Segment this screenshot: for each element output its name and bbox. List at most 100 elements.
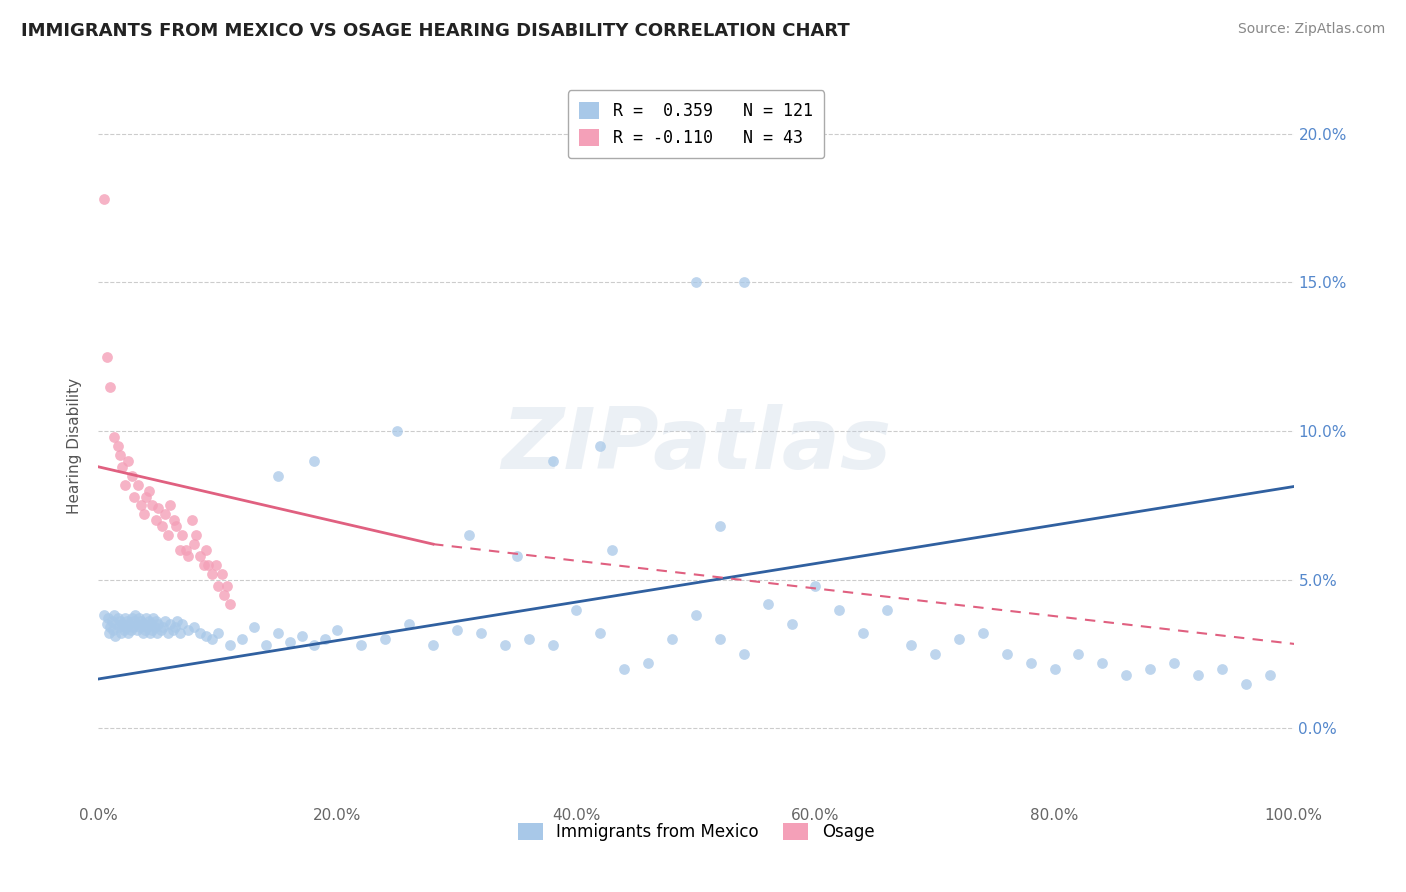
Point [207, 579, 229, 593]
Point [254, 638, 277, 652]
Point [131, 615, 153, 629]
Point [177, 624, 200, 638]
Point [111, 459, 134, 474]
Point [685, 276, 707, 290]
Point [385, 424, 409, 438]
Point [121, 611, 143, 625]
Point [589, 439, 612, 453]
Point [159, 617, 181, 632]
Point [350, 638, 373, 652]
Point [121, 468, 143, 483]
Point [219, 597, 242, 611]
Point [174, 543, 197, 558]
Point [207, 626, 229, 640]
Point [219, 638, 242, 652]
Point [217, 579, 239, 593]
Point [150, 519, 173, 533]
Point [159, 499, 181, 513]
Point [107, 439, 129, 453]
Point [124, 615, 146, 629]
Legend: Immigrants from Mexico, Osage: Immigrants from Mexico, Osage [510, 816, 882, 848]
Point [1067, 647, 1090, 661]
Point [804, 579, 827, 593]
Point [267, 626, 290, 640]
Point [458, 528, 481, 542]
Point [141, 624, 163, 638]
Point [195, 543, 218, 558]
Point [145, 615, 167, 629]
Point [195, 629, 218, 643]
Point [204, 558, 226, 572]
Point [1019, 656, 1042, 670]
Point [166, 615, 188, 629]
Point [98, 626, 121, 640]
Point [589, 626, 612, 640]
Point [302, 638, 325, 652]
Point [114, 477, 136, 491]
Point [146, 626, 169, 640]
Point [212, 588, 235, 602]
Point [169, 626, 191, 640]
Point [661, 632, 683, 647]
Point [709, 519, 731, 533]
Point [128, 611, 150, 625]
Point [103, 608, 125, 623]
Point [103, 430, 125, 444]
Point [169, 543, 191, 558]
Point [163, 620, 186, 634]
Point [145, 513, 167, 527]
Point [96, 350, 118, 364]
Point [124, 608, 146, 623]
Point [105, 617, 128, 632]
Point [231, 632, 253, 647]
Point [852, 626, 875, 640]
Point [1115, 668, 1137, 682]
Point [131, 626, 153, 640]
Point [112, 624, 135, 638]
Point [93, 608, 115, 623]
Point [117, 454, 139, 468]
Point [201, 632, 224, 647]
Point [155, 508, 177, 522]
Point [197, 558, 219, 572]
Point [470, 626, 492, 640]
Point [108, 615, 131, 629]
Point [111, 617, 134, 632]
Point [201, 566, 224, 581]
Point [422, 638, 444, 652]
Point [142, 611, 165, 625]
Point [156, 528, 179, 542]
Point [613, 662, 636, 676]
Point [900, 638, 922, 652]
Point [101, 624, 124, 638]
Point [93, 192, 115, 206]
Point [685, 608, 707, 623]
Point [267, 468, 290, 483]
Point [924, 647, 946, 661]
Point [243, 620, 266, 634]
Text: IMMIGRANTS FROM MEXICO VS OSAGE HEARING DISABILITY CORRELATION CHART: IMMIGRANTS FROM MEXICO VS OSAGE HEARING … [21, 22, 849, 40]
Point [188, 626, 211, 640]
Point [98, 620, 122, 634]
Point [1091, 656, 1114, 670]
Point [995, 647, 1018, 661]
Point [97, 611, 120, 625]
Point [302, 454, 325, 468]
Point [828, 602, 851, 616]
Point [517, 632, 540, 647]
Point [163, 513, 186, 527]
Text: ZIPatlas: ZIPatlas [501, 404, 891, 488]
Point [139, 626, 162, 640]
Point [180, 513, 202, 527]
Point [107, 620, 129, 634]
Point [876, 602, 898, 616]
Point [127, 617, 149, 632]
Point [188, 549, 211, 563]
Point [107, 611, 129, 625]
Point [136, 620, 159, 634]
Point [115, 620, 138, 634]
Y-axis label: Hearing Disability: Hearing Disability [67, 378, 83, 514]
Point [1043, 662, 1066, 676]
Text: Source: ZipAtlas.com: Source: ZipAtlas.com [1237, 22, 1385, 37]
Point [98, 379, 122, 393]
